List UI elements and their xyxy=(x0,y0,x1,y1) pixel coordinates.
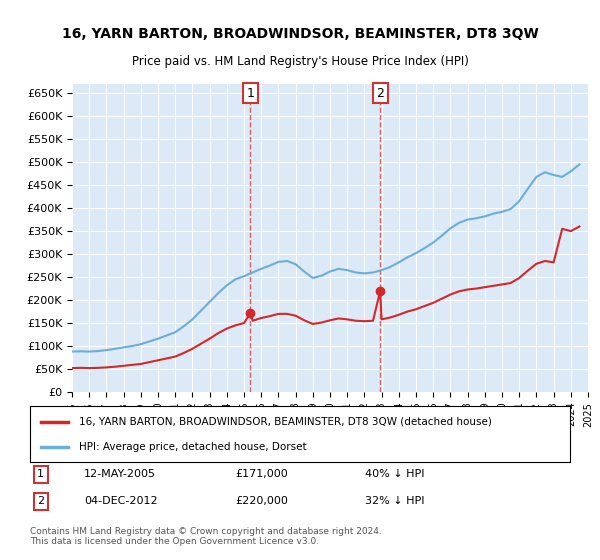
Text: 16, YARN BARTON, BROADWINDSOR, BEAMINSTER, DT8 3QW (detached house): 16, YARN BARTON, BROADWINDSOR, BEAMINSTE… xyxy=(79,417,491,427)
Text: 40% ↓ HPI: 40% ↓ HPI xyxy=(365,469,424,479)
Text: Contains HM Land Registry data © Crown copyright and database right 2024.
This d: Contains HM Land Registry data © Crown c… xyxy=(30,526,382,546)
Text: £220,000: £220,000 xyxy=(235,496,288,506)
Text: £171,000: £171,000 xyxy=(235,469,288,479)
Text: 2: 2 xyxy=(37,496,44,506)
Text: 2: 2 xyxy=(376,87,384,100)
Text: 04-DEC-2012: 04-DEC-2012 xyxy=(84,496,158,506)
Text: Price paid vs. HM Land Registry's House Price Index (HPI): Price paid vs. HM Land Registry's House … xyxy=(131,55,469,68)
Text: HPI: Average price, detached house, Dorset: HPI: Average price, detached house, Dors… xyxy=(79,442,306,452)
Text: 1: 1 xyxy=(37,469,44,479)
Text: 1: 1 xyxy=(246,87,254,100)
Text: 16, YARN BARTON, BROADWINDSOR, BEAMINSTER, DT8 3QW: 16, YARN BARTON, BROADWINDSOR, BEAMINSTE… xyxy=(62,27,538,41)
Text: 12-MAY-2005: 12-MAY-2005 xyxy=(84,469,156,479)
Text: 32% ↓ HPI: 32% ↓ HPI xyxy=(365,496,424,506)
